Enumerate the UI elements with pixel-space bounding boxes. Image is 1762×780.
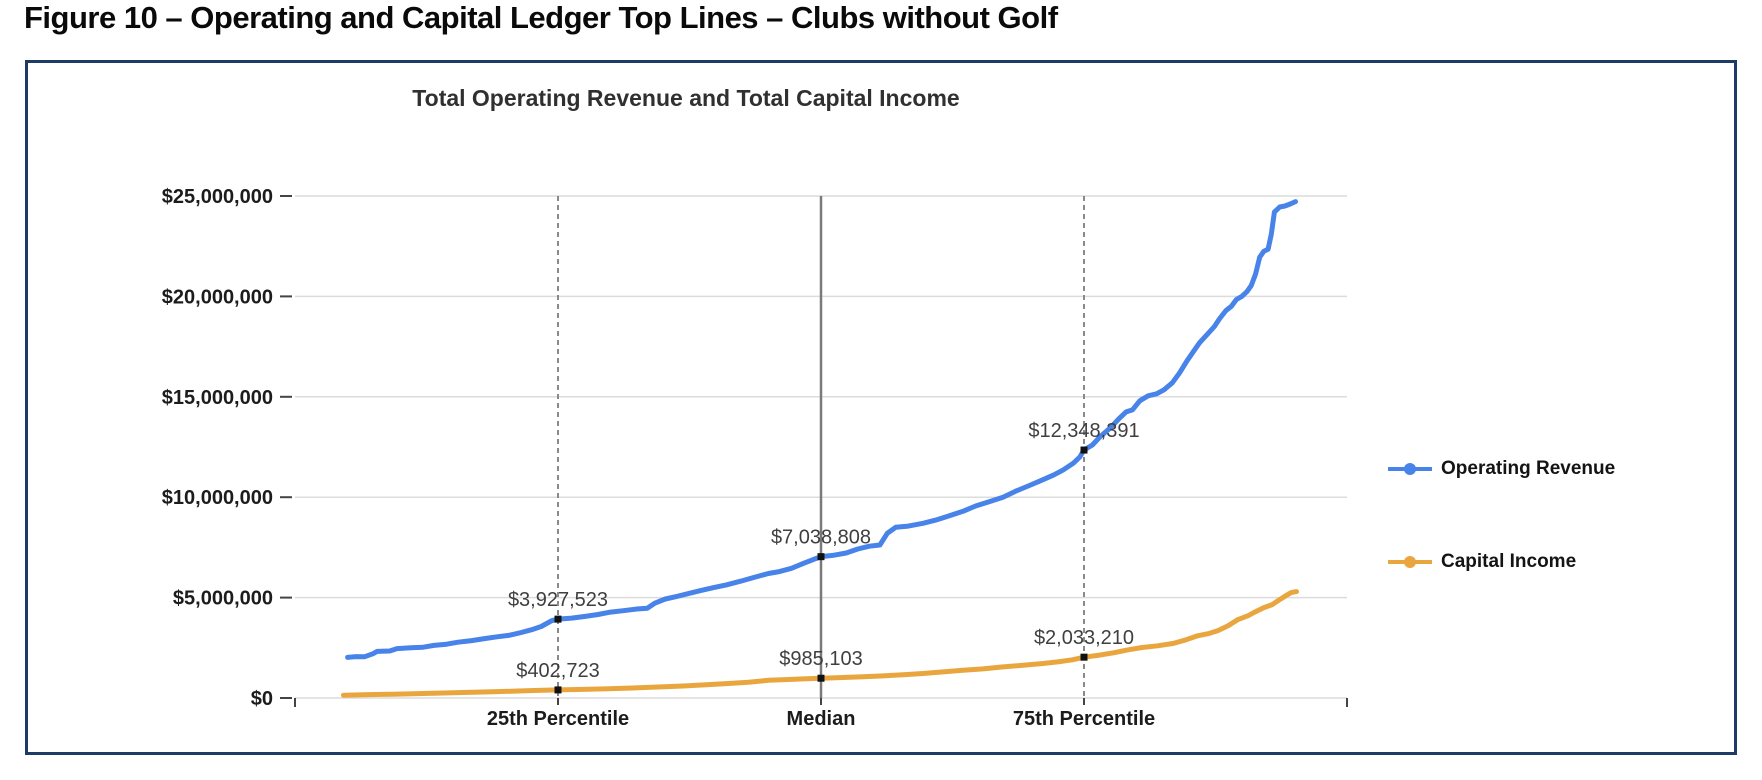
y-axis-tick-label: $10,000,000 — [162, 487, 273, 509]
series-line-capital-income — [340, 589, 1299, 698]
data-point-marker-operating-revenue — [817, 553, 825, 561]
y-axis-tick-label: $0 — [251, 688, 273, 710]
capital-income-line-marker-icon — [1388, 556, 1432, 568]
data-point-label-operating-revenue: $7,038,808 — [771, 527, 871, 549]
y-axis-tick-label: $20,000,000 — [162, 286, 273, 308]
data-point-marker-operating-revenue — [554, 615, 562, 623]
series-line-operating-revenue — [345, 199, 1298, 660]
chart-frame: Total Operating Revenue and Total Capita… — [25, 60, 1737, 755]
x-axis-label-75th-percentile: 75th Percentile — [1013, 708, 1155, 730]
y-axis-tick-label: $5,000,000 — [173, 588, 273, 610]
x-axis-label-median: Median — [787, 708, 856, 730]
legend-label-operating-revenue: Operating Revenue — [1441, 458, 1616, 479]
data-point-marker-capital-income — [817, 674, 825, 682]
legend-label-capital-income: Capital Income — [1441, 551, 1577, 572]
chart-plot-area: $0 $5,000,000 $10,000,000 $15,000,000 $20,00… — [162, 186, 1348, 730]
x-axis-label-25th-percentile: 25th Percentile — [487, 708, 629, 730]
data-point-label-capital-income: $985,103 — [779, 648, 862, 670]
operating-revenue-line-marker-icon — [1388, 463, 1432, 475]
chart-title: Total Operating Revenue and Total Capita… — [412, 85, 960, 111]
figure-title: Figure 10 – Operating and Capital Ledger… — [24, 0, 1058, 35]
data-point-label-capital-income: $2,033,210 — [1034, 627, 1134, 649]
data-point-marker-operating-revenue — [1080, 446, 1088, 454]
data-point-label-capital-income: $402,723 — [516, 660, 599, 682]
y-axis-tick-label: $25,000,000 — [162, 186, 273, 208]
y-axis-tick-label: $15,000,000 — [162, 387, 273, 409]
data-point-label-operating-revenue: $12,348,391 — [1028, 420, 1139, 442]
legend-item-operating-revenue: Operating Revenue — [1388, 458, 1615, 480]
data-point-marker-capital-income — [554, 686, 562, 694]
data-point-label-operating-revenue: $3,927,523 — [508, 589, 608, 611]
data-point-marker-capital-income — [1080, 653, 1088, 661]
legend-item-capital-income: Capital Income — [1388, 551, 1576, 573]
